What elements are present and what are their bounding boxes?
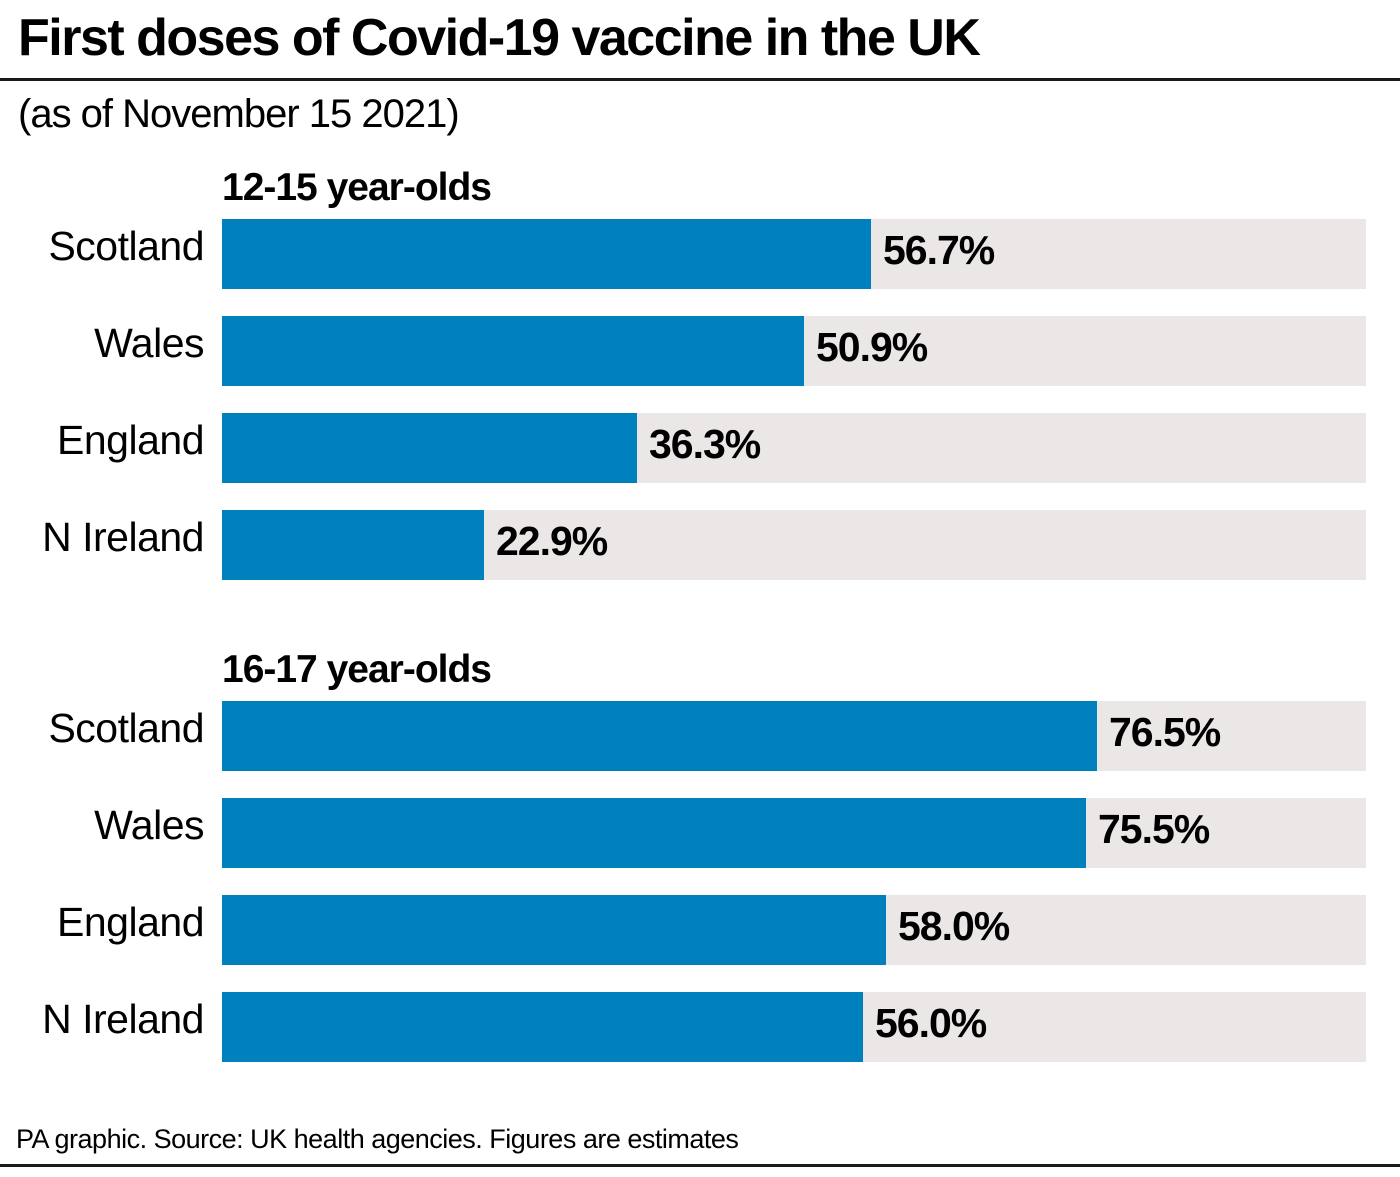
category-label: England	[57, 899, 204, 945]
group-title: 12-15 year-olds	[222, 166, 492, 209]
data-label: 50.9%	[816, 324, 928, 370]
data-label: 75.5%	[1098, 806, 1210, 852]
data-label: 22.9%	[496, 518, 608, 564]
bar	[222, 895, 886, 965]
data-label: 56.7%	[883, 227, 995, 273]
bar	[222, 798, 1086, 868]
bar	[222, 413, 637, 483]
bottom-divider	[0, 1164, 1400, 1167]
category-label: Scotland	[48, 223, 204, 269]
data-label: 58.0%	[898, 903, 1010, 949]
bar	[222, 316, 804, 386]
category-label: N Ireland	[42, 514, 204, 560]
category-label: N Ireland	[42, 996, 204, 1042]
top-divider	[0, 78, 1400, 81]
bar	[222, 510, 484, 580]
category-label: Scotland	[48, 705, 204, 751]
category-label: Wales	[94, 320, 204, 366]
chart-subtitle: (as of November 15 2021)	[18, 92, 460, 136]
data-label: 36.3%	[649, 421, 761, 467]
bar	[222, 992, 863, 1062]
category-label: England	[57, 417, 204, 463]
group-title: 16-17 year-olds	[222, 648, 492, 691]
data-label: 56.0%	[875, 1000, 987, 1046]
data-label: 76.5%	[1109, 709, 1221, 755]
source-note: PA graphic. Source: UK health agencies. …	[16, 1124, 739, 1154]
category-label: Wales	[94, 802, 204, 848]
chart-title: First doses of Covid-19 vaccine in the U…	[18, 9, 981, 67]
bar	[222, 219, 871, 289]
bar	[222, 701, 1097, 771]
